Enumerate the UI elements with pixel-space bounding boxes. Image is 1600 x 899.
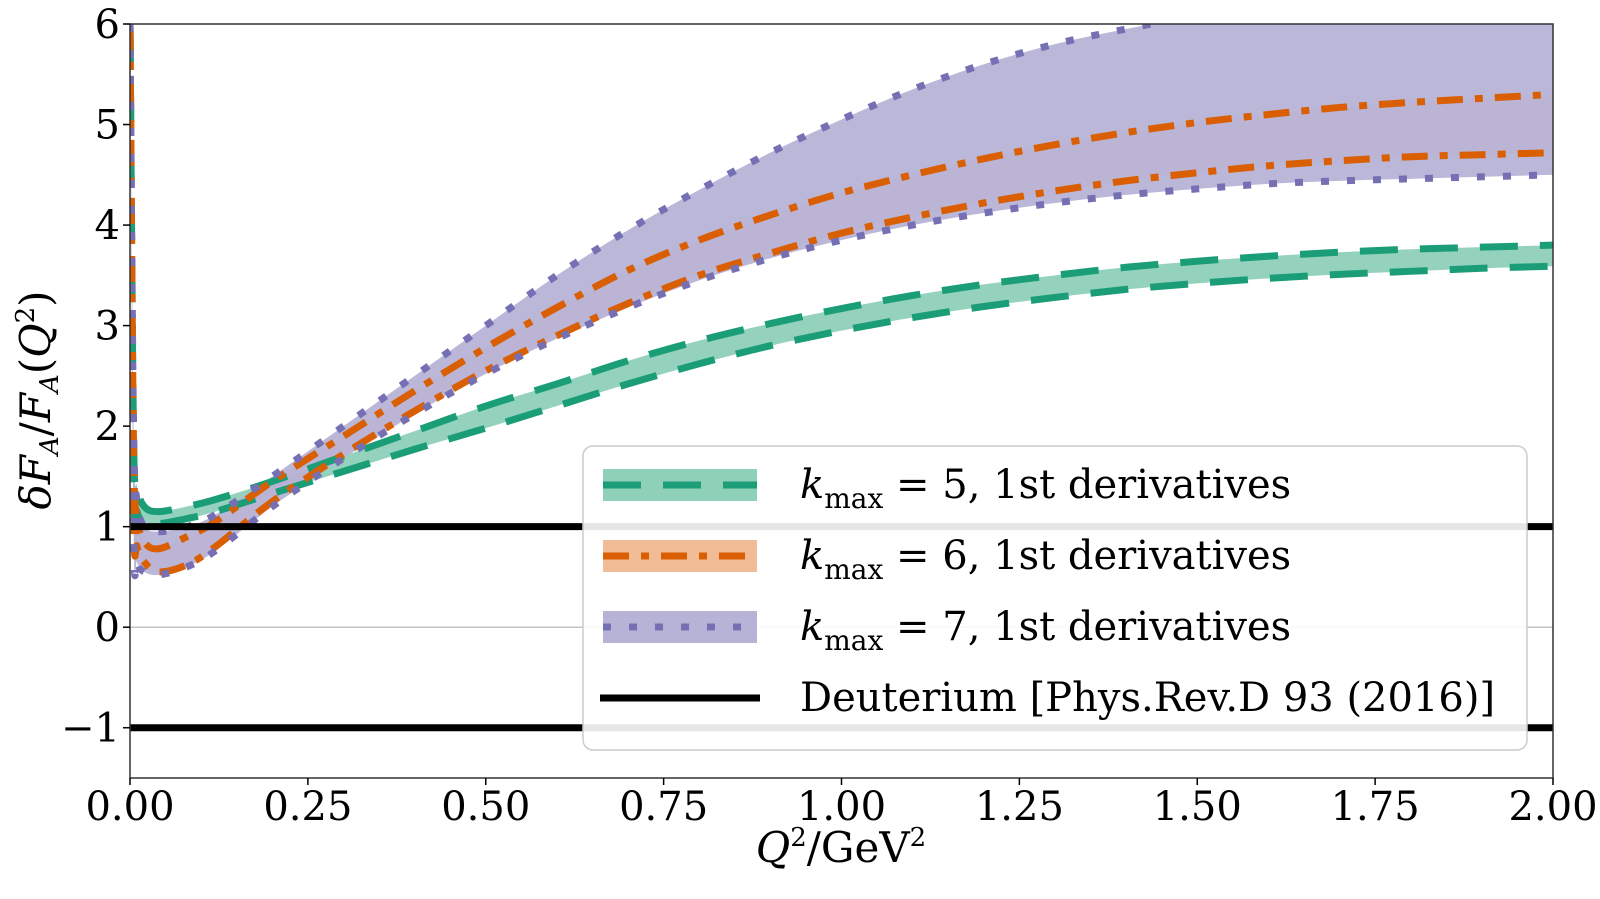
x-tick-label: 0.75 <box>619 784 708 830</box>
series-line-7-lower <box>130 24 1553 580</box>
legend-label: kmax = 5, 1st derivatives <box>800 462 1291 515</box>
series-line-5-lower <box>130 24 1553 528</box>
series-line-5-upper <box>130 24 1553 516</box>
x-axis-label: Q2/GeV2 <box>756 823 926 872</box>
bands-layer <box>130 24 1553 580</box>
y-tick-label: 0 <box>95 605 120 651</box>
y-tick-label: 6 <box>95 2 120 48</box>
y-axis: −1 0 1 2 3 4 5 6 <box>61 2 130 752</box>
band-fill-7 <box>130 24 1553 576</box>
y-tick-label: −1 <box>61 706 120 752</box>
legend-box <box>582 445 1528 751</box>
y-tick-label: 2 <box>95 404 120 450</box>
y-tick-label: 4 <box>95 203 120 249</box>
x-axis: 0.00 0.25 0.50 0.75 1.00 1.25 1.50 1.75 2.00 <box>85 778 1598 830</box>
x-tick-label: 0.50 <box>441 784 530 830</box>
y-tick-label: 5 <box>95 103 120 149</box>
series-line-6-lower <box>130 24 1553 576</box>
x-tick-label: 2.00 <box>1508 784 1597 830</box>
x-tick-label: 1.25 <box>975 784 1064 830</box>
y-tick-label: 3 <box>95 304 120 350</box>
y-axis-label: δFA/FA(Q2) <box>11 290 65 509</box>
x-tick-label: 0.00 <box>85 784 174 830</box>
x-tick-label: 1.00 <box>797 784 886 830</box>
x-tick-label: 1.75 <box>1331 784 1420 830</box>
legend-swatch-fill <box>603 611 757 643</box>
x-tick-label: 1.50 <box>1153 784 1242 830</box>
legend-label: Deuterium [Phys.Rev.D 93 (2016)] <box>800 675 1495 721</box>
x-tick-label: 0.25 <box>263 784 352 830</box>
band-fill-5 <box>130 24 1553 524</box>
y-tick-label: 1 <box>95 505 120 551</box>
legend: kmax = 5, 1st derivatives kmax = 6, 1st d… <box>582 445 1528 751</box>
legend-label: kmax = 6, 1st derivatives <box>800 533 1291 586</box>
legend-label: kmax = 7, 1st derivatives <box>800 604 1291 657</box>
